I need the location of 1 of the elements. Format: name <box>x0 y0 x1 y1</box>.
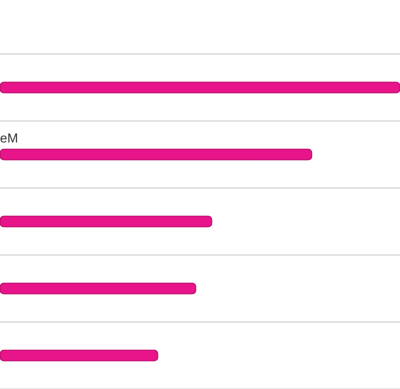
y-tick-label: eM <box>0 130 18 146</box>
